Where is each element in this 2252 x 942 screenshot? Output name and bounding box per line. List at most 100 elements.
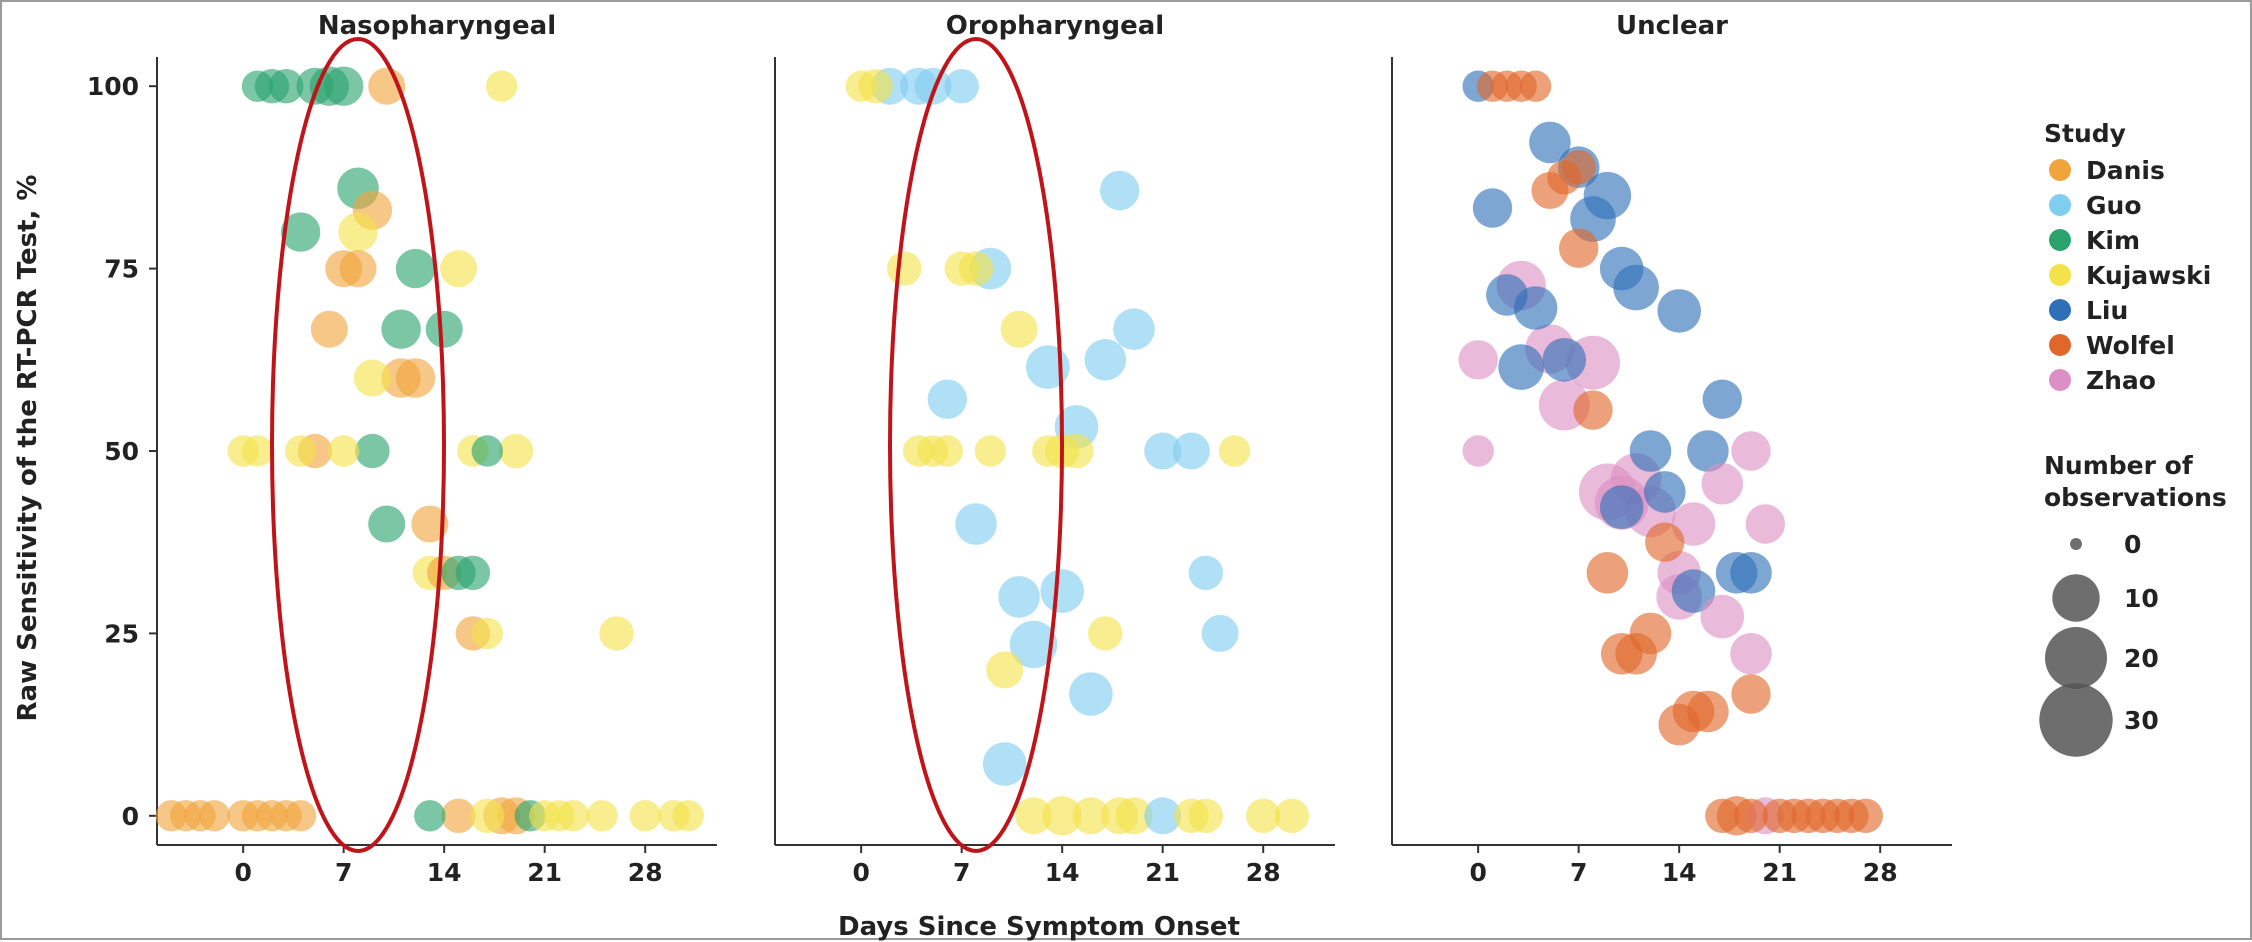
data-point-guo — [1201, 614, 1239, 652]
y-axis-title: Raw Sensitivity of the RT-PCR Test, % — [13, 175, 43, 722]
y-tick-label: 0 — [122, 802, 139, 831]
data-point-liu — [1498, 344, 1544, 390]
x-tick-label: 28 — [1246, 858, 1281, 887]
data-point-danis — [441, 798, 476, 833]
data-point-kujawski — [629, 800, 661, 832]
x-tick-label: 7 — [1570, 858, 1587, 887]
data-point-kujawski — [1042, 796, 1082, 836]
data-point-kujawski — [1246, 798, 1281, 833]
x-tick-label: 7 — [953, 858, 970, 887]
data-point-kim — [414, 800, 446, 832]
x-tick-label: 14 — [427, 858, 462, 887]
data-point-kujawski — [1188, 798, 1224, 833]
data-point-zhao — [1458, 340, 1498, 380]
x-tick-label: 7 — [335, 858, 352, 887]
legend: Study Danis Guo Kim Kujawski Liu Wolfel Zhao Nu… — [2039, 119, 2227, 757]
data-point-guo — [944, 69, 979, 104]
data-point-guo — [955, 503, 997, 545]
data-point-guo — [1144, 797, 1182, 835]
panel-unclear: Unclear 0 7 14 21 28 — [1391, 11, 1952, 887]
data-point-guo — [1099, 170, 1140, 211]
data-point-wolfel — [1733, 798, 1769, 833]
x-tick-label: 28 — [628, 858, 663, 887]
legend-label-zhao: Zhao — [2086, 366, 2156, 395]
data-point-guo — [927, 379, 967, 419]
legend-label-kim: Kim — [2086, 226, 2140, 255]
data-point-kim — [324, 66, 364, 106]
legend-size-label: 30 — [2124, 706, 2159, 735]
data-point-kujawski — [1072, 797, 1110, 835]
x-tick-label: 21 — [527, 858, 562, 887]
data-point-kujawski — [440, 250, 477, 288]
data-point-kujawski — [1000, 310, 1038, 348]
legend-swatch-kujawski — [2049, 264, 2071, 286]
data-point-kim — [381, 309, 421, 349]
data-point-liu — [1599, 246, 1644, 291]
data-point-kim — [368, 505, 406, 543]
data-point-kujawski — [1218, 435, 1251, 467]
data-point-zhao — [1731, 431, 1771, 471]
data-point-wolfel — [1547, 160, 1582, 195]
legend-swatch-danis — [2049, 159, 2071, 181]
data-point-zhao — [1462, 435, 1494, 467]
data-point-guo — [982, 742, 1027, 786]
x-tick-label: 14 — [1045, 858, 1080, 887]
y-tick-label: 100 — [87, 72, 139, 101]
data-point-liu — [1629, 430, 1672, 472]
data-point-liu — [1599, 485, 1644, 529]
data-point-kujawski — [338, 212, 378, 252]
panel-title-oropharyngeal: Oropharyngeal — [946, 11, 1164, 41]
x-tick-label: 21 — [1145, 858, 1180, 887]
data-point-guo — [914, 67, 952, 105]
data-point-wolfel — [1848, 798, 1884, 833]
data-point-liu — [1486, 274, 1528, 316]
data-point-wolfel — [1645, 522, 1685, 562]
data-point-zhao — [1701, 463, 1744, 505]
legend-swatch-kim — [2049, 229, 2071, 251]
data-point-wolfel — [1573, 390, 1613, 430]
data-point-wolfel — [1658, 703, 1700, 746]
data-point-zhao — [1700, 594, 1745, 639]
data-point-liu — [1687, 430, 1729, 472]
legend-label-kujawski: Kujawski — [2086, 261, 2211, 290]
data-point-kujawski — [1274, 798, 1310, 833]
data-point-kim — [280, 212, 321, 252]
legend-size-label: 0 — [2124, 530, 2141, 559]
data-point-liu — [1702, 379, 1743, 419]
data-point-guo — [1009, 620, 1058, 669]
data-point-kujawski — [887, 251, 922, 286]
panel-title-unclear: Unclear — [1616, 11, 1728, 41]
data-point-kujawski — [471, 617, 503, 650]
data-point-kim — [269, 69, 304, 104]
data-point-kujawski — [958, 251, 994, 286]
data-point-zhao — [1730, 633, 1772, 675]
data-point-kujawski — [672, 800, 704, 832]
data-point-wolfel — [1559, 228, 1599, 268]
legend-size-label: 10 — [2124, 584, 2159, 613]
x-tick-label: 28 — [1863, 858, 1898, 887]
legend-size-swatch — [2070, 538, 2082, 550]
data-point-kujawski — [986, 651, 1024, 689]
data-point-liu — [1644, 471, 1686, 513]
legend-size-swatch — [2045, 627, 2107, 689]
data-point-guo — [1026, 345, 1070, 389]
data-point-kujawski — [1032, 435, 1064, 467]
data-point-kujawski — [470, 798, 505, 833]
data-point-danis — [284, 800, 317, 832]
data-point-kujawski — [586, 800, 618, 832]
data-point-liu — [1542, 338, 1587, 382]
data-point-kujawski — [845, 70, 877, 102]
data-point-kim — [425, 310, 463, 348]
legend-title-size: Number of — [2044, 451, 2194, 480]
data-point-wolfel — [1731, 674, 1771, 714]
data-point-zhao — [1745, 504, 1786, 544]
legend-label-danis: Danis — [2086, 156, 2165, 185]
data-point-kujawski — [1088, 616, 1123, 651]
data-point-liu — [1657, 289, 1701, 333]
data-point-wolfel — [1615, 633, 1657, 675]
data-point-kujawski — [498, 433, 534, 469]
x-tick-label: 0 — [852, 858, 869, 887]
panel-title-nasopharyngeal: Nasopharyngeal — [318, 11, 556, 41]
data-point-kim — [296, 67, 334, 105]
